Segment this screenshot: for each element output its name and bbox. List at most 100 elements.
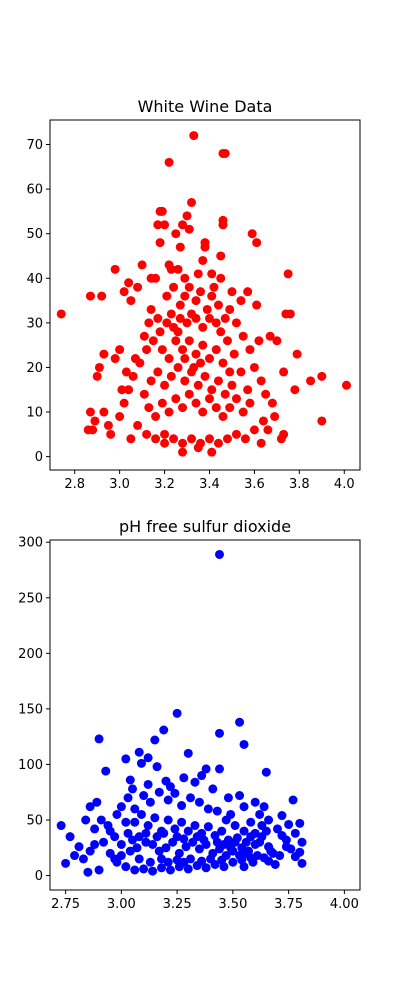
data-point [183,826,193,836]
data-point [178,438,188,448]
y-tick-label: 70 [26,138,43,153]
data-point [92,797,102,807]
y-tick-label: 300 [18,536,43,551]
data-point [203,822,213,832]
data-point [207,447,217,457]
data-point [132,843,142,853]
chart-panel-white-wine: White Wine Data 2.8 3.0 3.2 3.4 3.6 3.8 4.0 0 1… [26,97,361,492]
data-point [121,862,131,872]
data-point [202,304,212,314]
data-point [148,839,158,849]
data-point [231,429,241,439]
data-point [235,717,245,727]
data-point [178,403,188,413]
data-point [283,269,293,279]
data-point [186,854,196,864]
data-point [159,725,169,735]
data-point [142,345,152,355]
data-point [201,863,211,873]
data-point [245,345,255,355]
data-point [85,846,95,856]
data-point [117,385,127,395]
data-point [160,220,170,230]
x-axis: 2.75 3.00 3.25 3.50 3.75 4.00 [51,890,359,912]
axes-frame [49,539,361,891]
data-point [163,795,173,805]
data-point [110,854,120,864]
data-point [83,867,93,877]
data-point [285,309,295,319]
data-point [165,865,175,875]
data-point [290,852,300,862]
data-point [196,358,206,368]
data-point [90,416,100,426]
data-point [203,804,213,814]
y-tick-label: 60 [26,183,43,198]
data-point [256,376,266,386]
data-point [155,327,165,337]
data-point [157,345,167,355]
data-point [214,764,224,774]
data-point [175,313,185,323]
data-point [166,309,176,319]
data-point [115,411,125,421]
x-tick-label: 3.2 [154,477,175,492]
data-point [272,336,282,346]
data-point [126,296,136,306]
data-point [171,229,181,239]
data-point [200,371,210,381]
data-point [125,846,135,856]
data-point [216,327,226,337]
data-point [152,832,162,842]
data-point [214,549,224,559]
data-point [284,819,294,829]
data-point [136,809,146,819]
data-point [211,345,221,355]
data-point [275,851,285,861]
data-point [306,376,316,386]
data-point [184,282,194,292]
data-point [249,425,259,435]
data-point [239,739,249,749]
data-point [178,345,188,355]
data-point [211,318,221,328]
data-point [123,793,133,803]
data-point [198,407,208,417]
data-point [65,832,75,842]
data-point [290,828,300,838]
data-point [238,407,248,417]
y-axis: 0 10 20 30 40 50 60 70 [26,138,50,465]
data-point [165,782,175,792]
data-point [144,318,154,328]
data-point [197,771,207,781]
data-point [182,318,192,328]
data-point [115,345,125,355]
y-tick-label: 30 [26,316,43,331]
scatter-points [56,549,307,877]
data-point [125,775,135,785]
data-point [110,264,120,274]
data-point [252,300,262,310]
data-point [190,821,200,831]
data-point [183,864,193,874]
data-point [239,826,249,836]
data-point [143,821,153,831]
data-point [182,211,192,221]
data-point [196,438,206,448]
data-point [209,282,219,292]
y-tick-label: 0 [35,869,43,884]
data-point [290,385,300,395]
y-tick-label: 10 [26,406,43,421]
data-point [190,777,200,787]
data-point [97,291,107,301]
data-point [170,788,180,798]
data-point [155,238,165,248]
data-point [99,349,109,359]
data-point [96,815,106,825]
data-point [81,815,91,825]
data-point [179,834,189,844]
data-point [208,784,218,794]
data-point [288,795,298,805]
data-point [248,857,258,867]
data-point [134,854,144,864]
